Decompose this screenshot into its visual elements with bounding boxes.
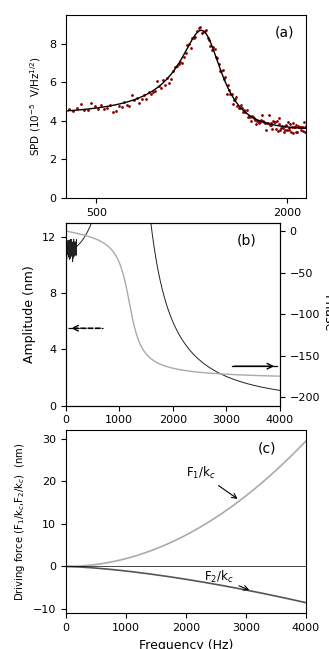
Y-axis label: Phase: Phase (321, 295, 329, 333)
Text: (b): (b) (237, 234, 257, 247)
Y-axis label: SPD (10$^{-5}$  V/Hz$^{1/2}$): SPD (10$^{-5}$ V/Hz$^{1/2}$) (29, 56, 43, 156)
Y-axis label: Amplitude (nm): Amplitude (nm) (23, 265, 37, 363)
X-axis label: Frequency (Hz): Frequency (Hz) (139, 639, 233, 649)
Text: (a): (a) (275, 26, 294, 40)
Text: F$_2$/k$_c$: F$_2$/k$_c$ (204, 569, 248, 590)
Text: F$_1$/k$_c$: F$_1$/k$_c$ (186, 465, 237, 498)
Text: (c): (c) (258, 441, 276, 455)
X-axis label: Frequency (Hz): Frequency (Hz) (126, 431, 220, 444)
X-axis label: Frequency (Hz): Frequency (Hz) (139, 223, 233, 236)
Y-axis label: Driving force (F$_1$/k$_c$,F$_2$/k$_c$)  (nm): Driving force (F$_1$/k$_c$,F$_2$/k$_c$) … (13, 443, 27, 601)
